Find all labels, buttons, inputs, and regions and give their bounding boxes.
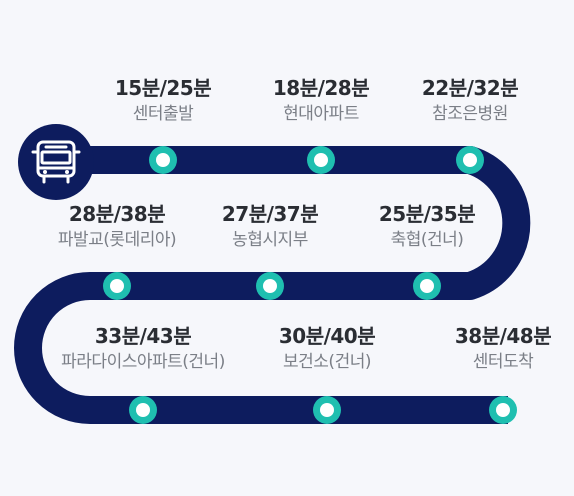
stop-time: 38분/48분 bbox=[454, 324, 552, 348]
stop-name: 센터출발 bbox=[132, 104, 194, 124]
stop-name: 참조은병원 bbox=[432, 104, 508, 124]
stop-name: 농협시지부 bbox=[232, 230, 308, 250]
stop-5: 27분/37분 농협시지부 bbox=[175, 202, 365, 252]
stop-time: 25분/35분 bbox=[378, 202, 476, 226]
stop-marker-center bbox=[136, 403, 150, 417]
stop-time: 15분/25분 bbox=[114, 76, 212, 100]
stop-2: 18분/28분 현대아파트 bbox=[226, 76, 416, 126]
stop-marker-center bbox=[496, 403, 510, 417]
stop-marker-center bbox=[110, 279, 124, 293]
stop-marker-center bbox=[156, 153, 170, 167]
stop-name: 파라다이스아파트(건너) bbox=[61, 352, 225, 372]
stop-time: 28분/38분 bbox=[68, 202, 166, 226]
stop-9: 38분/48분 센터도착 bbox=[408, 324, 574, 374]
stop-1: 15분/25분 센터출발 bbox=[68, 76, 258, 126]
stop-name: 파발교(롯데리아) bbox=[57, 230, 177, 250]
stop-marker-center bbox=[314, 153, 328, 167]
stop-time: 33분/43분 bbox=[94, 324, 192, 348]
bus-icon-badge bbox=[18, 124, 94, 200]
stop-marker-center bbox=[463, 153, 477, 167]
stop-name: 축협(건너) bbox=[390, 230, 464, 250]
stop-8: 30분/40분 보건소(건너) bbox=[232, 324, 422, 374]
stop-6: 28분/38분 파발교(롯데리아) bbox=[22, 202, 212, 252]
bus-icon bbox=[31, 140, 81, 184]
stop-marker-center bbox=[320, 403, 334, 417]
stop-name: 보건소(건너) bbox=[283, 352, 371, 372]
stop-name: 센터도착 bbox=[472, 352, 534, 372]
stop-time: 30분/40분 bbox=[278, 324, 376, 348]
stop-name: 현대아파트 bbox=[283, 104, 359, 124]
stop-7: 33분/43분 파라다이스아파트(건너) bbox=[48, 324, 238, 374]
stop-3: 22분/32분 참조은병원 bbox=[375, 76, 565, 126]
stop-marker-center bbox=[263, 279, 277, 293]
stop-time: 18분/28분 bbox=[272, 76, 370, 100]
stop-4: 25분/35분 축협(건너) bbox=[332, 202, 522, 252]
stop-time: 27분/37분 bbox=[221, 202, 319, 226]
stop-time: 22분/32분 bbox=[421, 76, 519, 100]
stop-marker-center bbox=[420, 279, 434, 293]
